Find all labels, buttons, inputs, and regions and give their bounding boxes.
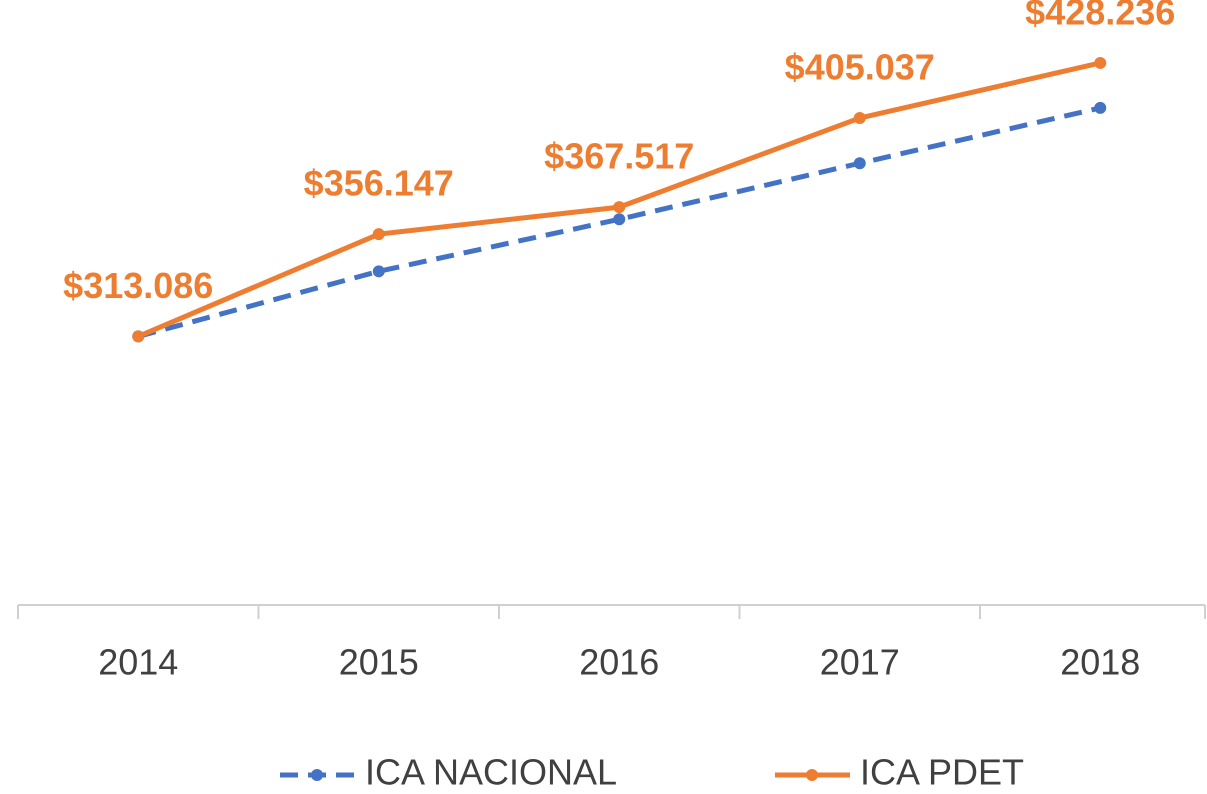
point-marker <box>1094 101 1107 114</box>
series-line <box>137 105 1101 339</box>
data-label: $313.086 <box>63 265 213 306</box>
data-label: $428.236 <box>1025 0 1175 32</box>
point-marker <box>613 201 626 214</box>
x-tick-label: 2016 <box>579 642 659 683</box>
x-tick-label: 2015 <box>339 642 419 683</box>
point-marker <box>613 213 626 226</box>
data-label: $367.517 <box>544 136 694 177</box>
point-marker <box>132 330 145 343</box>
x-tick-label: 2017 <box>820 642 900 683</box>
legend-marker <box>806 769 818 781</box>
legend-label: ICA PDET <box>860 752 1024 793</box>
x-tick-label: 2018 <box>1060 642 1140 683</box>
x-tick-label: 2014 <box>98 642 178 683</box>
point-marker <box>853 112 866 125</box>
point-marker <box>853 157 866 170</box>
point-marker <box>372 228 385 241</box>
point-marker <box>1094 56 1107 69</box>
data-label: $405.037 <box>785 47 935 88</box>
legend-label: ICA NACIONAL <box>365 752 617 793</box>
data-label: $356.147 <box>304 163 454 204</box>
point-marker <box>372 265 385 278</box>
legend-marker <box>311 769 323 781</box>
